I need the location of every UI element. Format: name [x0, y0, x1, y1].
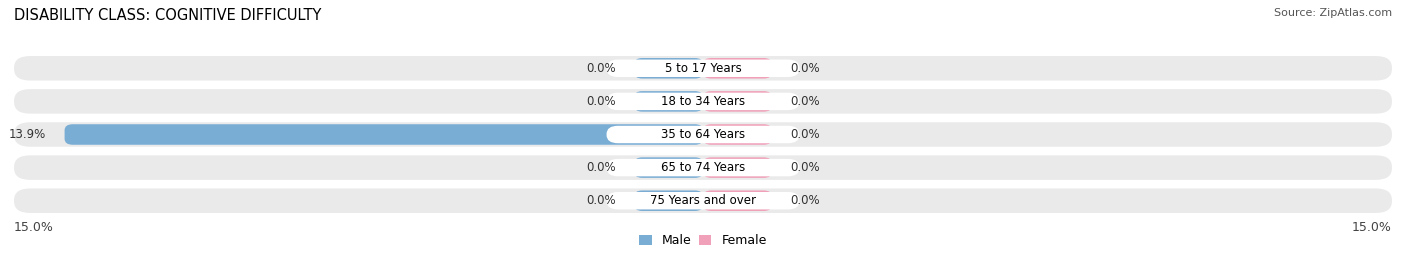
- Text: 0.0%: 0.0%: [790, 95, 820, 108]
- Text: 0.0%: 0.0%: [790, 62, 820, 75]
- Text: 65 to 74 Years: 65 to 74 Years: [661, 161, 745, 174]
- FancyBboxPatch shape: [634, 91, 703, 112]
- FancyBboxPatch shape: [703, 157, 772, 178]
- Text: 0.0%: 0.0%: [790, 128, 820, 141]
- FancyBboxPatch shape: [703, 58, 772, 79]
- Text: 0.0%: 0.0%: [586, 95, 616, 108]
- Text: 15.0%: 15.0%: [14, 221, 53, 233]
- FancyBboxPatch shape: [606, 159, 800, 176]
- FancyBboxPatch shape: [14, 189, 1392, 213]
- FancyBboxPatch shape: [606, 93, 800, 110]
- Text: 0.0%: 0.0%: [586, 62, 616, 75]
- FancyBboxPatch shape: [634, 58, 703, 79]
- Text: 75 Years and over: 75 Years and over: [650, 194, 756, 207]
- FancyBboxPatch shape: [14, 89, 1392, 114]
- Text: 15.0%: 15.0%: [1353, 221, 1392, 233]
- FancyBboxPatch shape: [606, 192, 800, 210]
- FancyBboxPatch shape: [65, 124, 703, 145]
- FancyBboxPatch shape: [703, 91, 772, 112]
- FancyBboxPatch shape: [634, 157, 703, 178]
- Text: 5 to 17 Years: 5 to 17 Years: [665, 62, 741, 75]
- Text: Source: ZipAtlas.com: Source: ZipAtlas.com: [1274, 8, 1392, 18]
- Text: 0.0%: 0.0%: [790, 161, 820, 174]
- Text: 0.0%: 0.0%: [790, 194, 820, 207]
- FancyBboxPatch shape: [606, 126, 800, 143]
- FancyBboxPatch shape: [14, 122, 1392, 147]
- FancyBboxPatch shape: [14, 56, 1392, 80]
- FancyBboxPatch shape: [703, 190, 772, 211]
- Text: 0.0%: 0.0%: [586, 194, 616, 207]
- Text: 0.0%: 0.0%: [586, 161, 616, 174]
- FancyBboxPatch shape: [14, 155, 1392, 180]
- FancyBboxPatch shape: [634, 190, 703, 211]
- FancyBboxPatch shape: [606, 59, 800, 77]
- Text: 35 to 64 Years: 35 to 64 Years: [661, 128, 745, 141]
- Text: 13.9%: 13.9%: [8, 128, 46, 141]
- Text: 18 to 34 Years: 18 to 34 Years: [661, 95, 745, 108]
- FancyBboxPatch shape: [703, 124, 772, 145]
- Text: DISABILITY CLASS: COGNITIVE DIFFICULTY: DISABILITY CLASS: COGNITIVE DIFFICULTY: [14, 8, 322, 23]
- Legend: Male, Female: Male, Female: [634, 229, 772, 252]
